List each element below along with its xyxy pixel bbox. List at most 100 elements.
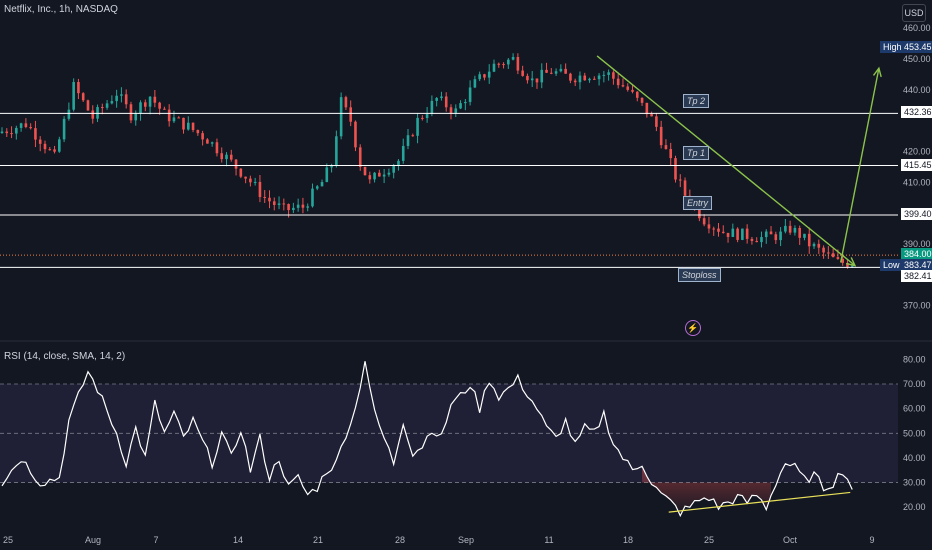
candle-body: [15, 127, 18, 134]
candle-body: [535, 78, 539, 83]
candle-body: [249, 178, 252, 183]
candle-body: [191, 122, 195, 130]
price-axis[interactable]: 460.00 450.00 440.00 420.00 410.00 390.00 370.…: [903, 23, 931, 311]
candle-body: [91, 110, 95, 119]
candle-body: [81, 93, 85, 101]
candle-body: [760, 237, 763, 243]
candle-body: [516, 57, 520, 71]
candle-body: [769, 231, 773, 235]
time-tick-label: Oct: [783, 535, 798, 545]
candle-body: [612, 72, 615, 79]
candle-body: [53, 149, 56, 152]
candle-body: [846, 262, 849, 267]
candle-body: [373, 172, 376, 180]
time-tick-label: 11: [544, 535, 553, 545]
candle-body: [48, 149, 52, 151]
candle-body: [62, 118, 66, 140]
candle-body: [24, 123, 28, 128]
candle-body: [330, 165, 333, 168]
candle-body: [583, 75, 587, 81]
candle-body: [817, 243, 821, 248]
candle-body: [468, 87, 472, 102]
candle-body: [530, 78, 534, 81]
candle-body: [678, 179, 682, 181]
candle-body: [798, 228, 801, 238]
candle-body: [34, 128, 37, 140]
rsi-tick-label: 80.00: [903, 354, 926, 364]
candle-body: [115, 95, 118, 102]
level-lines: [0, 112, 898, 268]
candle-body: [674, 158, 677, 180]
candle-body: [621, 85, 625, 87]
candle-body: [392, 165, 395, 173]
rsi-tick-label: 50.00: [903, 428, 926, 438]
lightning-icon[interactable]: ⚡: [685, 320, 701, 336]
chart-title: Netflix, Inc., 1h, NASDAQ: [4, 4, 118, 15]
candle-body: [292, 207, 295, 211]
candle-body: [559, 68, 563, 72]
candle-body: [812, 243, 816, 247]
low-price-tag: 383.47: [901, 258, 932, 271]
candle-body: [0, 131, 4, 133]
candle-body: [354, 121, 357, 148]
candle-body: [836, 257, 840, 259]
candle-body: [148, 96, 152, 107]
candle-body: [511, 57, 515, 60]
candle-body: [335, 136, 338, 166]
candle-body: [182, 117, 185, 130]
candle-body: [421, 117, 424, 119]
candle-body: [306, 206, 310, 208]
currency-button[interactable]: USD: [902, 4, 926, 22]
candle-body: [464, 101, 467, 104]
candle-body: [38, 139, 42, 144]
time-tick-label: 25: [3, 535, 13, 545]
projection-arrow-line: [839, 68, 880, 263]
candle-body: [473, 79, 477, 88]
candle-body: [86, 100, 90, 111]
candle-body: [635, 91, 639, 98]
entry-price-tag: 399.40: [901, 208, 932, 221]
candle-body: [698, 205, 701, 219]
candle-body: [655, 116, 658, 127]
candle-body: [320, 181, 324, 187]
candle-body: [483, 74, 486, 78]
candle-body: [578, 75, 582, 83]
candle-body: [96, 107, 99, 119]
candle-body: [726, 232, 730, 237]
projection-arrow-line: [596, 55, 856, 267]
candle-body: [807, 233, 811, 247]
candle-body: [831, 253, 835, 258]
candle-body: [540, 69, 544, 83]
candle-body: [196, 129, 200, 134]
candle-body: [497, 63, 501, 65]
candle-body: [592, 78, 596, 80]
candle-body: [736, 228, 739, 240]
candle-body: [745, 228, 749, 239]
time-tick-label: 7: [153, 535, 158, 545]
high-price-tag: 453.45: [901, 41, 932, 54]
candle-body: [712, 228, 716, 230]
price-tick-label: 420.00: [903, 147, 931, 157]
rsi-axis[interactable]: 80.00 70.00 60.00 50.00 40.00 30.00 20.00: [903, 354, 926, 512]
candle-body: [564, 68, 567, 74]
candle-body: [607, 72, 610, 75]
candle-body: [478, 74, 481, 80]
time-axis[interactable]: 25 Aug 7 14 21 28 Sep 11 18 25 Oct 9: [3, 535, 875, 545]
candle-body: [282, 203, 286, 205]
tp2-price-tag: 432.36: [901, 106, 932, 119]
rsi-tick-label: 30.00: [903, 478, 926, 488]
candle-body: [210, 142, 214, 144]
candle-body: [741, 228, 744, 240]
candle-body: [569, 73, 572, 81]
candle-body: [67, 109, 71, 119]
candle-body: [545, 69, 548, 73]
candle-body: [521, 70, 524, 76]
candle-body: [129, 104, 133, 121]
candle-body: [263, 197, 267, 199]
rsi-tick-label: 40.00: [903, 453, 926, 463]
candle-body: [397, 160, 400, 166]
candle-body: [382, 174, 386, 177]
candle-body: [72, 82, 75, 110]
rsi-tick-label: 20.00: [903, 502, 926, 512]
